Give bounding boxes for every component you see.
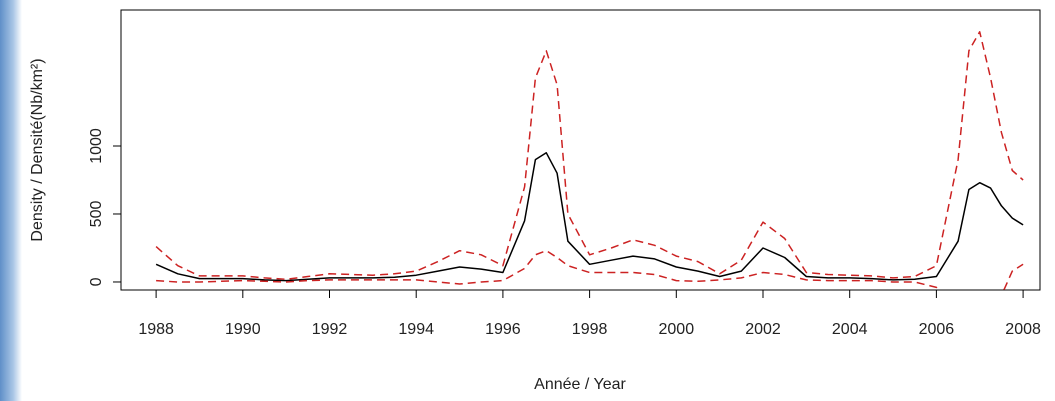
- decor-strip: [0, 0, 22, 401]
- y-axis-label: Density / Densité(Nb/km²): [29, 58, 46, 241]
- x-tick-label: 1998: [572, 321, 608, 338]
- x-tick-label: 1994: [398, 321, 434, 338]
- x-tick-label: 2004: [832, 321, 868, 338]
- x-tick-label: 1988: [138, 321, 174, 338]
- series-line: [155, 31, 1024, 281]
- x-tick-label: 2006: [919, 321, 955, 338]
- x-tick-label: 1992: [312, 321, 348, 338]
- series-line: [155, 152, 1024, 282]
- plot-frame: [120, 9, 1041, 291]
- x-axis-label: Année / Year: [534, 376, 626, 393]
- x-tick-label: 2002: [745, 321, 781, 338]
- y-tick-label: 500: [88, 201, 105, 228]
- y-tick-label: 0: [88, 277, 105, 286]
- x-tick-label: 1990: [225, 321, 261, 338]
- x-tick-label: 1996: [485, 321, 521, 338]
- series-line: [156, 249, 1024, 290]
- x-tick-label: 2000: [659, 321, 695, 338]
- x-tick-label: 2008: [1005, 321, 1041, 338]
- y-tick-label: 1000: [88, 128, 105, 164]
